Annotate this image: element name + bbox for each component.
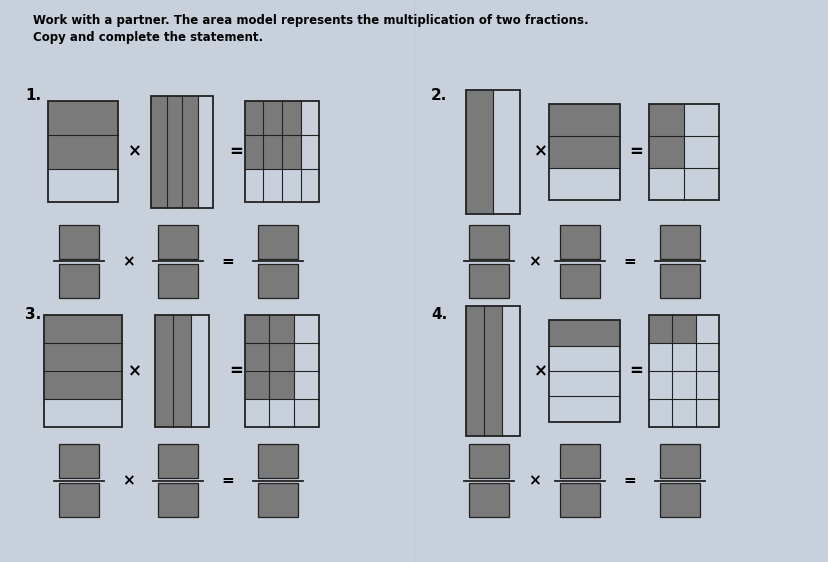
- Bar: [48, 101, 118, 135]
- Bar: [59, 483, 99, 517]
- Bar: [44, 371, 123, 399]
- Text: 1.: 1.: [25, 88, 41, 103]
- Bar: [244, 315, 269, 343]
- Bar: [44, 315, 123, 427]
- Bar: [269, 315, 294, 343]
- Text: Copy and complete the statement.: Copy and complete the statement.: [33, 31, 263, 44]
- Bar: [151, 96, 214, 208]
- Bar: [158, 264, 198, 298]
- Bar: [469, 225, 508, 259]
- Bar: [156, 315, 209, 427]
- Bar: [158, 444, 198, 478]
- Bar: [647, 315, 672, 343]
- Bar: [548, 320, 619, 346]
- Bar: [269, 371, 294, 399]
- Bar: [166, 96, 182, 208]
- Bar: [548, 104, 619, 200]
- Bar: [465, 90, 520, 214]
- Bar: [659, 225, 699, 259]
- Bar: [647, 136, 683, 167]
- Bar: [244, 101, 319, 202]
- Text: =: =: [629, 143, 643, 161]
- Text: ×: ×: [128, 362, 142, 380]
- Bar: [469, 444, 508, 478]
- Text: ×: ×: [122, 473, 135, 488]
- Bar: [282, 135, 301, 169]
- Bar: [244, 343, 269, 371]
- Bar: [560, 264, 599, 298]
- Bar: [59, 264, 99, 298]
- Bar: [151, 96, 166, 208]
- Bar: [465, 90, 493, 214]
- Text: =: =: [629, 362, 643, 380]
- Bar: [156, 315, 173, 427]
- Text: =: =: [229, 362, 243, 380]
- Text: 3.: 3.: [25, 307, 41, 322]
- Text: ×: ×: [527, 254, 541, 269]
- Bar: [59, 225, 99, 259]
- Bar: [173, 315, 191, 427]
- Bar: [560, 483, 599, 517]
- Bar: [244, 135, 263, 169]
- Text: ×: ×: [122, 254, 135, 269]
- Bar: [672, 315, 695, 343]
- Text: =: =: [623, 473, 636, 488]
- Bar: [548, 104, 619, 136]
- Text: =: =: [221, 254, 234, 269]
- Bar: [659, 483, 699, 517]
- Bar: [469, 483, 508, 517]
- Bar: [182, 96, 198, 208]
- Bar: [48, 135, 118, 169]
- Bar: [158, 225, 198, 259]
- Text: =: =: [623, 254, 636, 269]
- Bar: [244, 101, 263, 135]
- Text: 2.: 2.: [431, 88, 447, 103]
- Bar: [647, 104, 718, 200]
- Bar: [548, 136, 619, 167]
- Bar: [484, 306, 502, 436]
- Bar: [647, 104, 683, 136]
- Bar: [258, 444, 297, 478]
- Bar: [647, 315, 718, 427]
- Text: =: =: [221, 473, 234, 488]
- Text: 4.: 4.: [431, 307, 447, 322]
- Bar: [548, 320, 619, 422]
- Bar: [258, 264, 297, 298]
- Bar: [244, 315, 319, 427]
- Bar: [44, 343, 123, 371]
- Text: ×: ×: [527, 473, 541, 488]
- Bar: [560, 444, 599, 478]
- Bar: [263, 135, 282, 169]
- Bar: [465, 306, 484, 436]
- Bar: [244, 371, 269, 399]
- Bar: [659, 264, 699, 298]
- Bar: [560, 225, 599, 259]
- Text: ×: ×: [128, 143, 142, 161]
- Bar: [263, 101, 282, 135]
- Bar: [469, 264, 508, 298]
- Bar: [258, 483, 297, 517]
- Text: ×: ×: [533, 362, 546, 380]
- Bar: [269, 343, 294, 371]
- Bar: [659, 444, 699, 478]
- Text: Work with a partner. The area model represents the multiplication of two fractio: Work with a partner. The area model repr…: [33, 14, 588, 27]
- Bar: [48, 101, 118, 202]
- Bar: [158, 483, 198, 517]
- Bar: [59, 444, 99, 478]
- Bar: [258, 225, 297, 259]
- Text: =: =: [229, 143, 243, 161]
- Text: ×: ×: [533, 143, 546, 161]
- Bar: [44, 315, 123, 343]
- Bar: [282, 101, 301, 135]
- Bar: [465, 306, 520, 436]
